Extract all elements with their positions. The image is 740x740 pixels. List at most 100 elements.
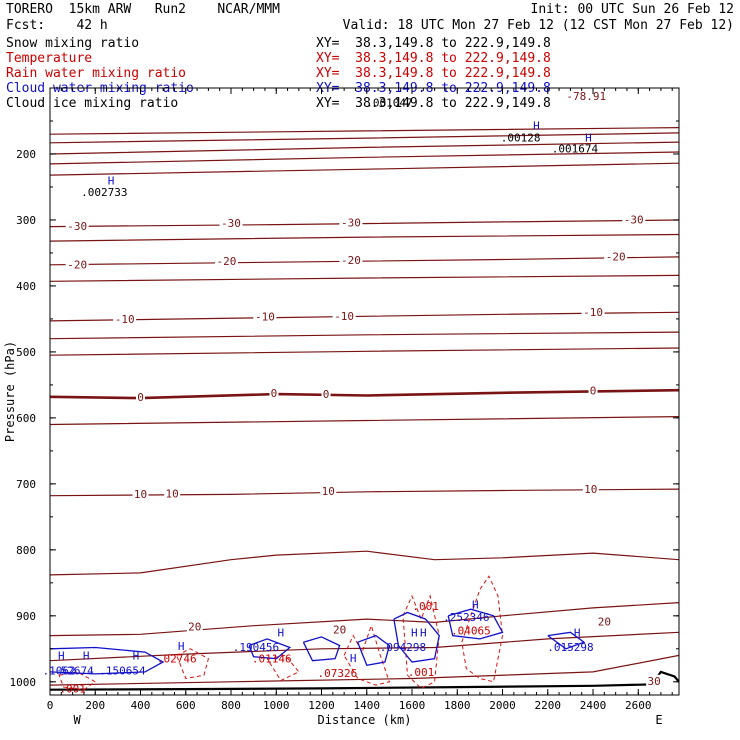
- isotherm-label-bg: [65, 258, 89, 271]
- cloud-water-contour: [447, 608, 504, 640]
- cloud-water-contour: [357, 634, 391, 667]
- y-axis-title: Pressure (hPa): [3, 341, 17, 442]
- isotherm-label: -10: [334, 310, 354, 323]
- isotherm-line: [49, 256, 680, 266]
- isotherm-label: 20: [598, 615, 611, 628]
- maximum-value-label: .1062: [42, 665, 75, 678]
- x-tick-label: 2400: [580, 699, 607, 712]
- isotherm-label-bg: [320, 484, 337, 497]
- maximum-value-label: .001: [412, 600, 439, 613]
- isotherm-line: [49, 132, 680, 144]
- y-tick-label: 800: [16, 544, 36, 557]
- hydrometeor-layer: [49, 575, 586, 691]
- isotherm-label-bg: [186, 620, 203, 633]
- isotherm-label: 0: [590, 385, 597, 398]
- isotherm-label-bg: [65, 220, 89, 233]
- isotherm-label: -30: [341, 216, 361, 229]
- rain-water-contour: [343, 624, 391, 686]
- x-tick-label: 800: [221, 699, 241, 712]
- maximum-value-label: .00128: [501, 131, 541, 144]
- legend-cloud-ice: Cloud ice mixing ratio: [6, 96, 179, 111]
- x-tick-label: 2200: [535, 699, 562, 712]
- isotherm-label: -10: [115, 313, 135, 326]
- isotherm-layer: [49, 127, 680, 691]
- forecast-hour: Fcst: 42 h: [6, 18, 108, 33]
- x-tick-label: 600: [176, 699, 196, 712]
- y-tick-label: 400: [16, 280, 36, 293]
- isotherm-label: 20: [188, 621, 201, 634]
- maximum-value-label: .001: [59, 682, 86, 695]
- isotherm-line: [49, 233, 680, 242]
- cloud-water-contour: [49, 646, 165, 675]
- maximum-value-label: .094298: [380, 641, 426, 654]
- high-marker: H: [420, 626, 427, 639]
- isotherm-line: [49, 127, 680, 135]
- rain-water-contour: [176, 648, 209, 680]
- isotherm-label: -20: [606, 251, 626, 264]
- high-marker: H: [133, 649, 140, 662]
- legend-rain: Rain water mixing ratio: [6, 66, 187, 81]
- isotherm-label: -10: [583, 306, 603, 319]
- cloud-water-contour: [393, 611, 440, 663]
- x-tick-label: 1800: [444, 699, 471, 712]
- isotherm-label-bg: [564, 90, 609, 103]
- isotherm-line: [49, 654, 680, 686]
- y-tick-label: 600: [16, 412, 36, 425]
- cloud-water-contour: [302, 636, 341, 662]
- isotherm-label-bg: [331, 623, 348, 636]
- isotherm-label: -30: [67, 220, 87, 233]
- maximum-value-label: .002733: [81, 186, 127, 199]
- high-marker: H: [58, 649, 65, 662]
- isotherm-label: -20: [341, 254, 361, 267]
- maximum-value-label: .001047: [366, 97, 412, 110]
- isotherm-label: 10: [584, 483, 597, 496]
- isotherm-line: [49, 347, 680, 356]
- y-tick-label: 200: [16, 148, 36, 161]
- isotherm-label: -10: [255, 311, 275, 324]
- init-time: Init: 00 UTC Sun 26 Feb 12: [530, 2, 735, 17]
- maximum-value-label: .150654: [99, 665, 146, 678]
- isotherm-label-bg: [136, 391, 146, 404]
- high-marker: H: [108, 174, 115, 187]
- isotherm-label: -30: [221, 217, 241, 230]
- x-tick-label: 2600: [625, 699, 652, 712]
- x-axis-title: Distance (km): [318, 713, 412, 727]
- maximum-value-label: .001674: [552, 143, 599, 156]
- high-marker: H: [533, 120, 540, 133]
- isotherm-label: -20: [67, 258, 87, 271]
- isotherm-label: 30: [647, 675, 660, 688]
- isotherm-label: 10: [134, 488, 147, 501]
- y-tick-label: 300: [16, 214, 36, 227]
- isotherm-label: 0: [323, 388, 330, 401]
- y-tick-label: 700: [16, 478, 36, 491]
- isotherm-line: [49, 331, 680, 340]
- high-marker: H: [585, 131, 592, 144]
- x-tick-label: 1200: [308, 699, 335, 712]
- high-marker: H: [277, 626, 284, 639]
- isotherm-line: [49, 219, 680, 228]
- isotherm-label-bg: [582, 482, 599, 495]
- x-tick-label: 1000: [263, 699, 290, 712]
- isotherm-label: -30: [624, 214, 644, 227]
- legend-rain-xy: XY= 38.3,149.8 to 222.9,149.8: [316, 66, 551, 81]
- cloud-water-contour: [547, 631, 586, 650]
- isotherm-label-bg: [164, 487, 181, 500]
- legend-temperature-xy: XY= 38.3,149.8 to 222.9,149.8: [316, 51, 551, 66]
- isotherm-label-bg: [321, 387, 331, 400]
- maximum-value-label: .252346: [443, 611, 489, 624]
- maximum-value-label: .01146: [252, 653, 292, 666]
- maximum-value-label: .07326: [317, 667, 357, 680]
- isotherm-label-bg: [113, 313, 137, 326]
- east-endpoint-label: E: [655, 713, 662, 727]
- isotherm-label-bg: [219, 216, 243, 229]
- isotherm-label-bg: [339, 216, 363, 229]
- x-tick-label: 0: [47, 699, 54, 712]
- maximum-value-label: .04065: [451, 624, 491, 637]
- y-tick-label: 1000: [10, 676, 37, 689]
- cloud-water-contour: [248, 638, 292, 660]
- isotherm-label-bg: [132, 488, 149, 501]
- isotherm-line: [49, 274, 680, 282]
- isotherm-label-bg: [622, 213, 646, 226]
- legend-cloud-ice-xy: XY= 38.3,149.8 to 222.9,149.8: [316, 96, 551, 111]
